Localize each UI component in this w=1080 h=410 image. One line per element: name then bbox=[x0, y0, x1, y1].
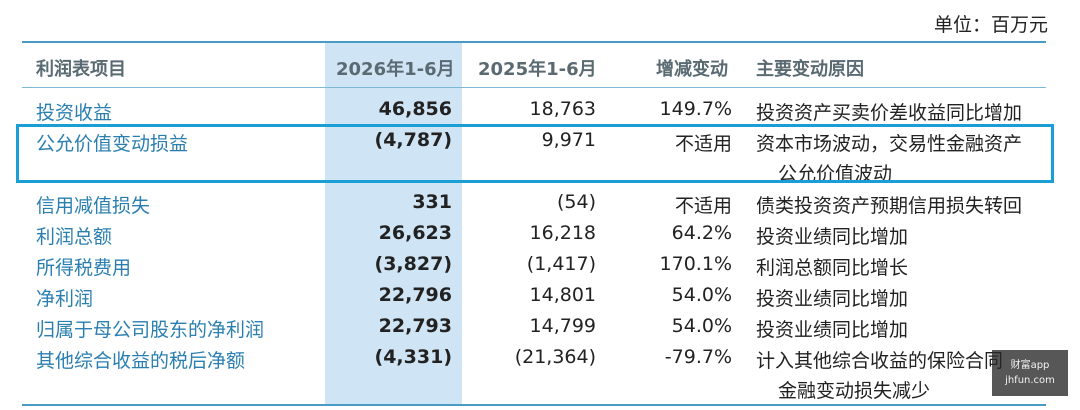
row-value-2025: (21,364) bbox=[514, 346, 596, 368]
header-2026: 2026年1-6月 bbox=[336, 59, 455, 80]
row-item: 公允价值变动损益 bbox=[36, 133, 189, 155]
unit-label: 单位：百万元 bbox=[933, 14, 1048, 36]
header-change: 增减变动 bbox=[656, 59, 728, 80]
row-value-2026: 26,623 bbox=[378, 222, 452, 244]
row-value-2025: 18,763 bbox=[529, 98, 596, 120]
table-bottom-rule bbox=[22, 404, 1046, 406]
row-reason-continued: 金融变动损失减少 bbox=[778, 380, 931, 402]
header-item: 利润表项目 bbox=[36, 59, 126, 80]
watermark-badge: 财富app jhfun.com bbox=[992, 350, 1068, 396]
row-value-2025: (1,417) bbox=[526, 253, 596, 275]
row-reason-continued: 公允价值波动 bbox=[778, 163, 893, 185]
row-value-2026: 331 bbox=[412, 191, 452, 213]
row-change: -79.7% bbox=[664, 346, 732, 368]
row-change: 149.7% bbox=[659, 98, 732, 120]
row-value-2026: (3,827) bbox=[374, 253, 452, 275]
row-value-2025: 14,799 bbox=[529, 315, 596, 337]
row-change: 不适用 bbox=[674, 133, 732, 155]
row-item: 利润总额 bbox=[36, 226, 113, 248]
row-change: 54.0% bbox=[671, 284, 732, 306]
row-item: 净利润 bbox=[36, 288, 94, 310]
header-2025: 2025年1-6月 bbox=[478, 59, 597, 80]
row-reason: 投资业绩同比增加 bbox=[756, 288, 909, 310]
row-item: 所得税费用 bbox=[36, 257, 132, 279]
row-value-2026: 22,793 bbox=[378, 315, 452, 337]
header-reason: 主要变动原因 bbox=[756, 59, 864, 80]
row-value-2025: 16,218 bbox=[529, 222, 596, 244]
row-value-2026: (4,331) bbox=[374, 346, 452, 368]
row-reason: 投资业绩同比增加 bbox=[756, 226, 909, 248]
row-value-2025: 9,971 bbox=[541, 129, 596, 151]
row-value-2026: (4,787) bbox=[374, 129, 452, 151]
row-item: 其他综合收益的税后净额 bbox=[36, 350, 246, 372]
row-item: 归属于母公司股东的净利润 bbox=[36, 319, 265, 341]
row-reason: 资本市场波动，交易性金融资产 bbox=[756, 133, 1023, 155]
row-reason: 利润总额同比增长 bbox=[756, 257, 909, 279]
row-value-2026: 46,856 bbox=[378, 98, 452, 120]
row-item: 投资收益 bbox=[36, 102, 113, 124]
row-value-2026: 22,796 bbox=[378, 284, 452, 306]
row-change: 不适用 bbox=[674, 195, 732, 217]
table-top-rule bbox=[22, 41, 1046, 43]
row-item: 信用减值损失 bbox=[36, 195, 151, 217]
row-reason: 计入其他综合收益的保险合同 bbox=[756, 350, 1004, 372]
current-period-column-shade bbox=[325, 43, 462, 404]
highlight-box bbox=[16, 124, 1054, 183]
row-reason: 投资业绩同比增加 bbox=[756, 319, 909, 341]
row-change: 64.2% bbox=[671, 222, 732, 244]
row-reason: 投资资产买卖价差收益同比增加 bbox=[756, 102, 1023, 124]
row-value-2025: (54) bbox=[556, 191, 596, 213]
watermark-line2: jhfun.com bbox=[1005, 375, 1055, 386]
header-divider bbox=[22, 87, 1046, 88]
watermark-line1: 财富app bbox=[1010, 360, 1050, 371]
row-reason: 债类投资资产预期信用损失转回 bbox=[756, 195, 1023, 217]
row-change: 170.1% bbox=[659, 253, 732, 275]
row-value-2025: 14,801 bbox=[529, 284, 596, 306]
row-change: 54.0% bbox=[671, 315, 732, 337]
